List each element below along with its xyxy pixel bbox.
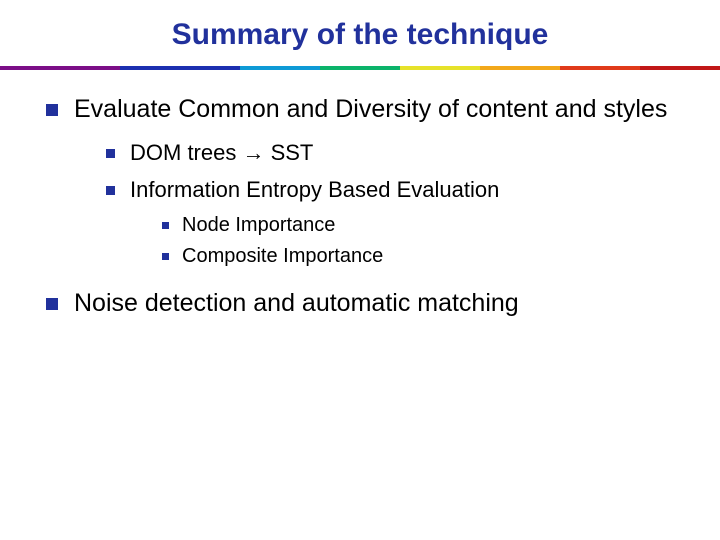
title-rule: [0, 66, 720, 70]
rule-seg-7: [640, 66, 720, 70]
bullet-text: Information Entropy Based Evaluation: [130, 177, 499, 202]
rule-seg-1: [120, 66, 240, 70]
bullet-text: Evaluate Common and Diversity of content…: [74, 95, 667, 123]
bullet-text: Composite Importance: [182, 245, 383, 267]
list-item: DOM trees → SST: [102, 139, 680, 168]
rule-seg-4: [400, 66, 480, 70]
list-item: Node Importance: [158, 212, 680, 239]
list-item: Composite Importance: [158, 243, 680, 270]
slide-body: Evaluate Common and Diversity of content…: [0, 70, 720, 320]
bullet-text: Node Importance: [182, 214, 335, 236]
rule-seg-2: [240, 66, 320, 70]
bullet-list-l2: DOM trees → SST Information Entropy Base…: [102, 139, 680, 270]
slide: Summary of the technique Evaluate Common…: [0, 0, 720, 540]
bullet-list-l1: Evaluate Common and Diversity of content…: [40, 94, 680, 320]
list-item: Information Entropy Based Evaluation Nod…: [102, 176, 680, 271]
bullet-list-l3: Node Importance Composite Importance: [158, 212, 680, 270]
slide-title: Summary of the technique: [0, 0, 720, 60]
bullet-text: Noise detection and automatic matching: [74, 289, 519, 317]
rule-seg-5: [480, 66, 560, 70]
rule-seg-6: [560, 66, 640, 70]
list-item: Evaluate Common and Diversity of content…: [40, 94, 680, 270]
bullet-text: DOM trees → SST: [130, 140, 313, 165]
rule-seg-3: [320, 66, 400, 70]
list-item: Noise detection and automatic matching: [40, 288, 680, 319]
rule-seg-0: [0, 66, 120, 70]
